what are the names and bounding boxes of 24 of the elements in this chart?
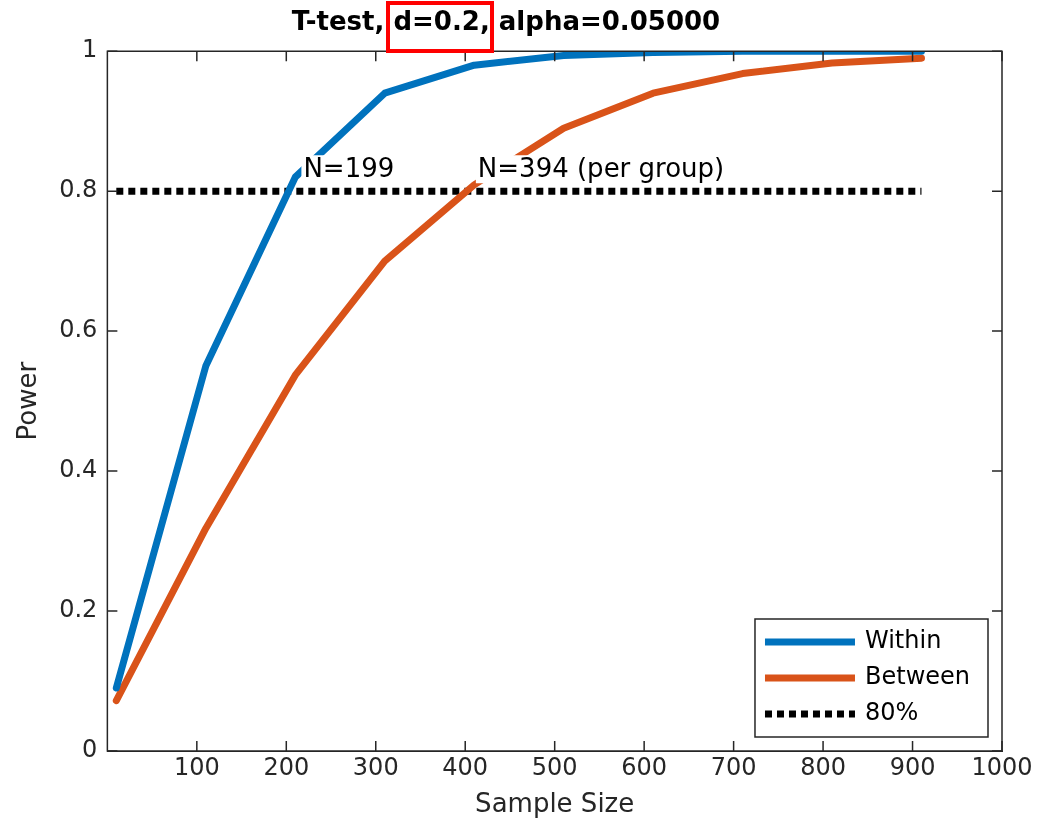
x-tick-label: 900	[889, 752, 936, 781]
x-axis-title: Sample Size	[475, 788, 635, 819]
x-tick-label: 200	[263, 752, 310, 781]
chart-title: T-test, d=0.2, alpha=0.05000	[291, 6, 721, 37]
y-axis-title: Power	[12, 361, 43, 441]
x-tick-label: 400	[442, 752, 489, 781]
x-tick-label: 300	[352, 752, 399, 781]
annotation: N=394 (per group)	[477, 152, 725, 183]
x-tick-label: 100	[173, 752, 220, 781]
annotation: N=199	[303, 152, 395, 183]
y-tick-label: 0.6	[59, 315, 98, 344]
x-tick-label: 500	[531, 752, 578, 781]
x-tick-label: 700	[710, 752, 757, 781]
legend-label: Between	[864, 662, 970, 691]
x-tick-label: 600	[621, 752, 668, 781]
legend-label: 80%	[864, 698, 919, 727]
y-tick-label: 0.2	[59, 595, 98, 624]
x-tick-label: 1000	[971, 752, 1033, 781]
legend-label: Within	[864, 626, 942, 655]
y-tick-label: 0	[82, 735, 98, 764]
y-tick-label: 1	[82, 35, 98, 64]
y-tick-label: 0.8	[59, 175, 98, 204]
x-tick-label: 800	[800, 752, 846, 781]
y-tick-label: 0.4	[59, 455, 98, 484]
